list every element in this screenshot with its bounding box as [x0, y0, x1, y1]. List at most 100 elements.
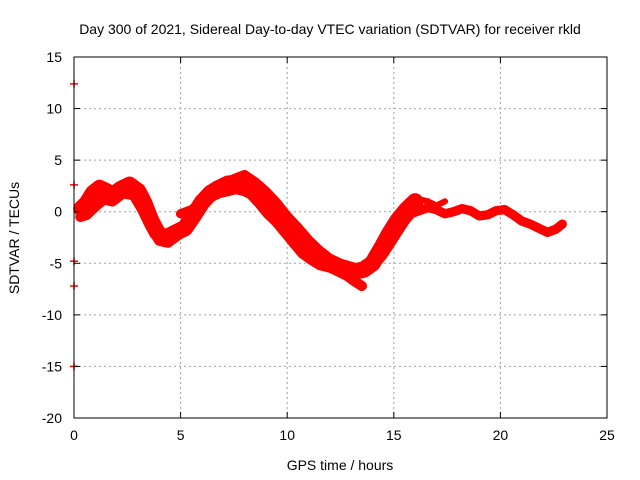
data-point — [552, 226, 559, 233]
data-point — [164, 239, 171, 246]
data-point — [416, 196, 423, 203]
y-tick-label: 15 — [46, 49, 62, 65]
y-axis-label: SDTVAR / TECUs — [6, 182, 22, 294]
data-point — [401, 219, 408, 226]
data-point — [467, 207, 474, 214]
data-point — [83, 200, 90, 207]
data-point — [77, 213, 84, 220]
data-point — [139, 206, 146, 213]
data-point — [316, 246, 323, 253]
data-point — [96, 184, 103, 191]
data-point — [181, 227, 188, 234]
data-point — [348, 263, 355, 270]
chart-title: Day 300 of 2021, Sidereal Day-to-day VTE… — [79, 21, 581, 37]
data-point — [369, 264, 376, 271]
y-tick-label: 5 — [54, 152, 62, 168]
data-point — [109, 198, 116, 205]
data-point — [337, 260, 344, 267]
data-point — [358, 282, 365, 289]
data-point — [395, 216, 402, 223]
x-tick-labels: 0 5 10 15 20 25 — [70, 427, 615, 443]
data-point — [326, 255, 333, 262]
data-point — [173, 233, 180, 240]
data-point — [130, 192, 137, 199]
data-series — [70, 79, 567, 371]
y-tick-label: -10 — [42, 307, 62, 323]
data-point — [390, 235, 397, 242]
data-point — [241, 188, 248, 195]
x-axis-label: GPS time / hours — [287, 457, 394, 473]
data-point — [493, 207, 500, 214]
data-point — [380, 252, 387, 259]
axis-ticks — [73, 56, 608, 419]
data-point — [407, 210, 414, 217]
y-tick-labels: 15 10 5 0 -5 -10 -15 -20 — [42, 49, 62, 426]
data-point — [326, 264, 333, 271]
data-point — [273, 199, 280, 206]
x-tick-label: 5 — [177, 427, 185, 443]
data-point — [309, 256, 316, 263]
data-point — [294, 224, 301, 231]
data-point — [318, 260, 325, 267]
data-point — [100, 196, 107, 203]
data-point — [433, 202, 440, 209]
y-tick-label: -15 — [42, 358, 62, 374]
data-point — [476, 212, 483, 219]
data-point — [90, 190, 97, 197]
data-point — [424, 198, 431, 205]
data-point — [510, 211, 517, 218]
x-tick-label: 10 — [279, 427, 295, 443]
data-point — [450, 208, 457, 215]
data-point — [233, 186, 240, 193]
data-point — [335, 268, 342, 275]
y-tick-label: -20 — [42, 410, 62, 426]
data-point — [358, 266, 365, 273]
data-point — [441, 210, 448, 217]
data-point — [241, 171, 248, 178]
data-point — [120, 190, 127, 197]
data-point — [544, 229, 551, 236]
x-tick-label: 0 — [70, 427, 78, 443]
y-tick-label: -5 — [50, 255, 63, 271]
data-point — [126, 181, 133, 188]
x-tick-label: 20 — [493, 427, 509, 443]
plot-frame — [73, 56, 608, 419]
data-point — [102, 188, 109, 195]
y-tick-label: 0 — [54, 204, 62, 220]
data-point — [416, 207, 423, 214]
data-point — [352, 278, 359, 285]
x-tick-label: 25 — [599, 427, 615, 443]
data-point — [188, 206, 195, 213]
data-point — [275, 221, 282, 228]
data-point — [441, 198, 448, 205]
series-band — [416, 196, 449, 209]
data-point — [92, 203, 99, 210]
data-point — [386, 230, 393, 237]
data-point — [78, 205, 85, 212]
data-point — [177, 210, 184, 217]
data-point — [267, 210, 274, 217]
data-point — [527, 221, 534, 228]
data-point — [484, 211, 491, 218]
data-point — [459, 205, 466, 212]
data-point — [209, 193, 216, 200]
data-point — [518, 217, 525, 224]
data-point — [343, 272, 350, 279]
data-point — [284, 212, 291, 219]
data-point — [292, 241, 299, 248]
data-point — [305, 236, 312, 243]
data-point — [535, 225, 542, 232]
data-point — [262, 188, 269, 195]
data-point — [301, 249, 308, 256]
data-point — [230, 175, 237, 182]
y-tick-label: 10 — [46, 101, 62, 117]
data-point — [220, 181, 227, 188]
data-point — [501, 206, 508, 213]
data-point — [424, 204, 431, 211]
data-point — [284, 231, 291, 238]
data-point — [190, 214, 197, 221]
data-point — [83, 211, 90, 218]
data-point — [147, 224, 154, 231]
